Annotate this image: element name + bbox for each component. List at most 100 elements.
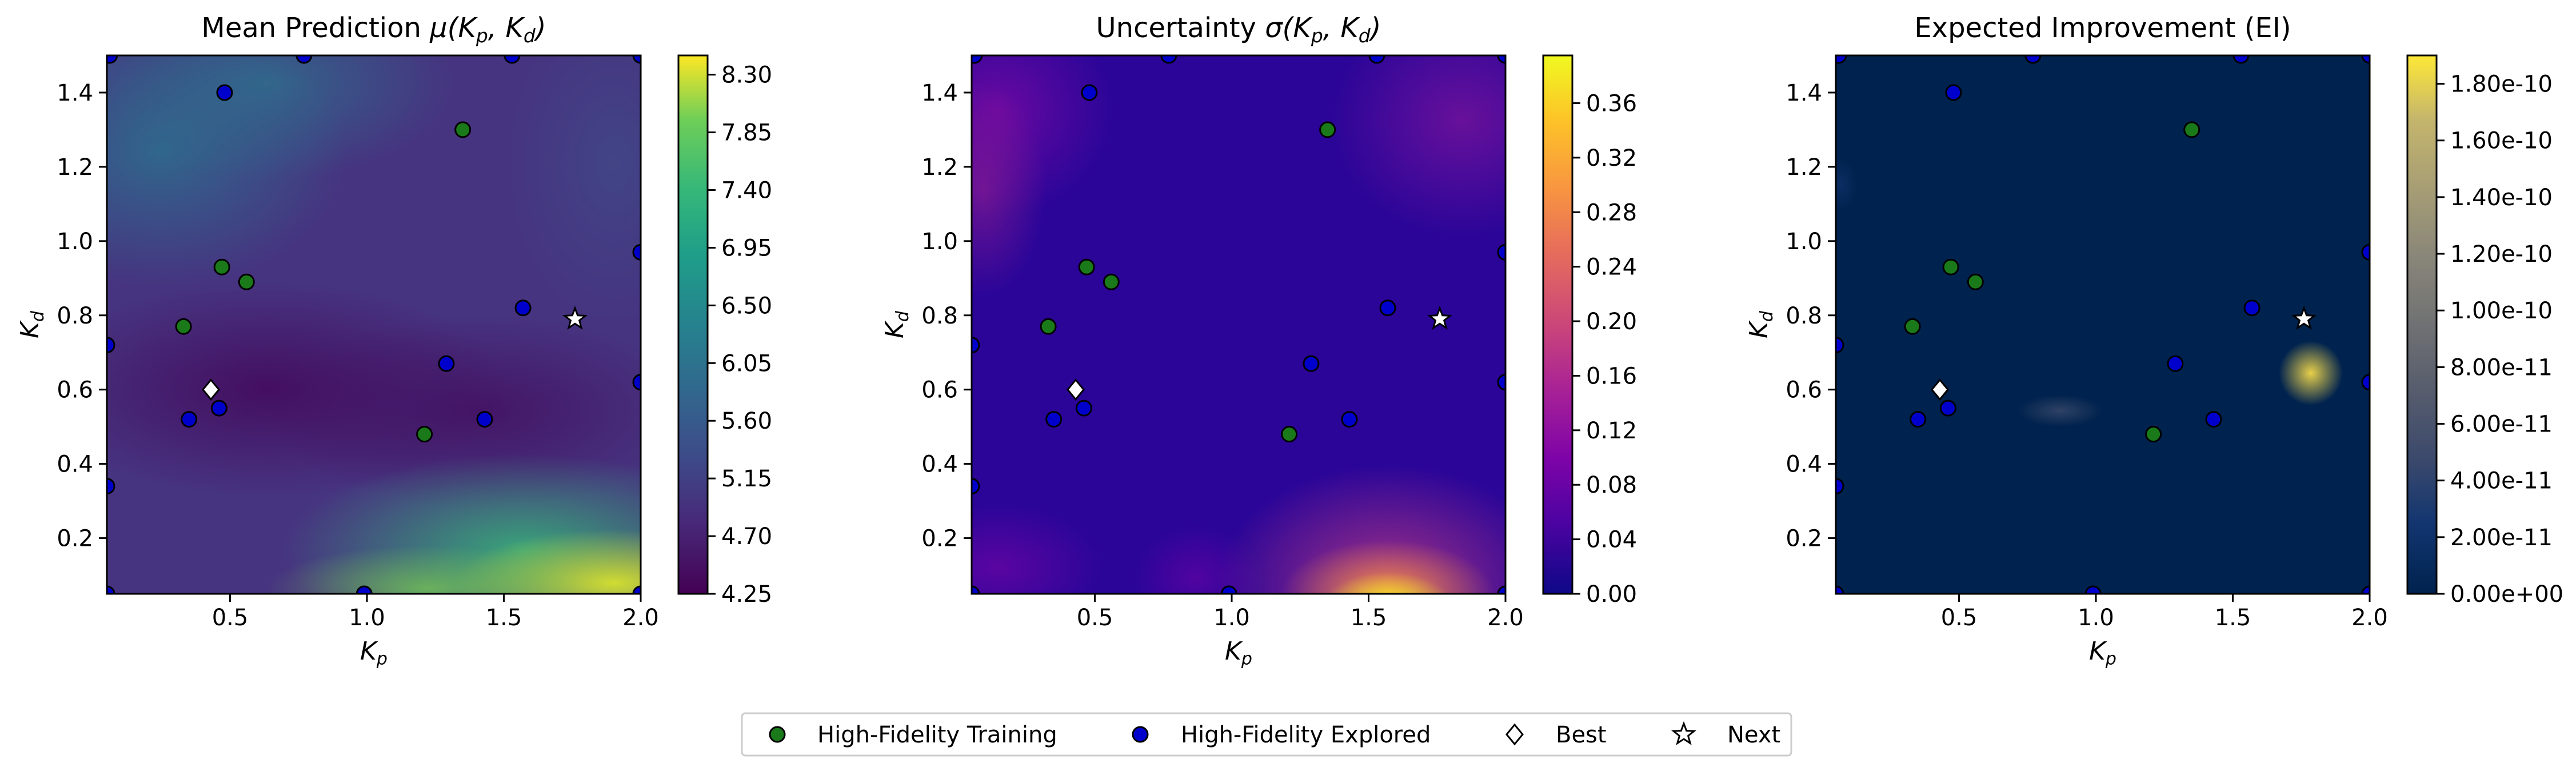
- colorbar-tick-label: 6.05: [721, 350, 772, 377]
- panel-title: Uncertainty σ(Kp, Kd): [1096, 12, 1381, 47]
- explored-point: [1836, 478, 1844, 495]
- explored-point: [1220, 585, 1237, 594]
- x-tick-label: 0.5: [1077, 605, 1113, 631]
- explored-point: [1497, 55, 1505, 64]
- best-marker: [1931, 378, 1949, 401]
- y-tick-label: 0.4: [57, 452, 93, 478]
- heatmap-field: [1836, 55, 2370, 594]
- training-point: [1040, 318, 1057, 335]
- colorbar-tick-label: 8.00e-11: [2450, 354, 2553, 381]
- colorbar-tick-label: 7.40: [721, 178, 772, 204]
- explored-point: [107, 478, 115, 495]
- panel-2: 0.5 1.0 1.5 2.0 0.2 0.4 0.6 0.8 1.0 1.2 1.4 Kp Kd Unc…: [880, 12, 1637, 669]
- explored-point: [356, 585, 373, 594]
- colorbar-tick-label: 0.12: [1586, 418, 1637, 444]
- y-tick-label: 1.2: [1786, 154, 1822, 181]
- legend-label: Next: [1727, 722, 1780, 748]
- training-point: [454, 121, 472, 138]
- x-tick-label: 1.5: [1351, 605, 1387, 631]
- y-tick-label: 1.0: [57, 229, 93, 255]
- colorbar-tick-label: 1.20e-10: [2450, 241, 2553, 267]
- explored-point: [1497, 585, 1505, 594]
- colorbar: [1542, 54, 1573, 595]
- explored-point: [295, 55, 313, 64]
- panel-title: Expected Improvement (EI): [1914, 12, 2291, 44]
- training-point: [1967, 273, 1984, 290]
- colorbar-tick-label: 0.00e+00: [2450, 581, 2563, 608]
- explored-point: [2361, 55, 2370, 64]
- x-axis-label: Kp: [360, 637, 388, 669]
- colorbar-tick-label: 4.00e-11: [2450, 468, 2553, 494]
- next-marker: [1427, 306, 1453, 330]
- explored-point: [216, 84, 233, 101]
- legend-label: High-Fidelity Explored: [1181, 722, 1431, 748]
- y-tick-label: 0.4: [921, 452, 958, 478]
- y-tick-label: 0.2: [57, 526, 93, 552]
- explored-point: [1836, 585, 1844, 594]
- explored-point: [2232, 55, 2250, 64]
- explored-point: [972, 337, 980, 354]
- y-tick-label: 1.4: [921, 80, 958, 106]
- y-tick-label: 0.2: [921, 526, 958, 552]
- explored-point: [2361, 585, 2370, 594]
- training-point: [1942, 258, 1959, 275]
- colorbar-tick-label: 6.00e-11: [2450, 412, 2553, 438]
- colorbar-tick-label: 0.16: [1586, 363, 1637, 389]
- colorbar-tick-label: 1.40e-10: [2450, 185, 2553, 211]
- explored-point: [1379, 299, 1396, 317]
- explored-point: [2361, 243, 2370, 261]
- y-tick-label: 0.2: [1786, 526, 1822, 552]
- y-tick-label: 0.8: [57, 303, 93, 329]
- legend-box: [741, 712, 1792, 757]
- colorbar-tick-label: 4.70: [721, 524, 772, 550]
- heatmap-field: [972, 55, 1505, 594]
- explored-point: [972, 55, 983, 64]
- colorbar-tick-label: 1.00e-10: [2450, 298, 2553, 324]
- colorbar-tick-label: 7.85: [721, 120, 772, 146]
- colorbar-tick-label: 6.50: [721, 293, 772, 319]
- explored-point: [632, 55, 641, 64]
- x-tick-label: 2.0: [1487, 605, 1524, 631]
- best-marker: [202, 378, 220, 401]
- explored-point: [1341, 411, 1358, 428]
- legend: High-Fidelity Training High-Fidelity Expl…: [741, 712, 1792, 757]
- y-tick-label: 1.0: [1786, 229, 1822, 255]
- panel-1: 0.5 1.0 1.5 2.0 0.2 0.4 0.6 0.8 1.0 1.2 1.4 Kp Kd Mea…: [15, 12, 772, 669]
- training-point: [1103, 273, 1120, 290]
- y-tick-label: 1.2: [57, 154, 93, 181]
- best-marker: [1067, 378, 1085, 401]
- explored-point: [1836, 337, 1844, 354]
- explored-point: [1497, 243, 1505, 261]
- colorbar-tick-label: 1.80e-10: [2450, 71, 2553, 98]
- y-axis-label: Kd: [15, 310, 48, 338]
- explored-point: [632, 374, 641, 391]
- explored-point: [2205, 411, 2222, 428]
- y-tick-label: 0.8: [1786, 303, 1822, 329]
- legend-marker: [1505, 723, 1524, 746]
- explored-point: [1836, 55, 1847, 64]
- explored-point: [1497, 374, 1505, 391]
- colorbar: [2406, 54, 2438, 595]
- training-point: [175, 318, 192, 335]
- y-tick-label: 1.2: [921, 154, 958, 181]
- explored-point: [438, 355, 455, 372]
- training-point: [1319, 121, 1336, 138]
- colorbar-tick-label: 4.25: [721, 581, 772, 608]
- explored-point: [1081, 84, 1098, 101]
- training-point: [2145, 426, 2162, 443]
- plot-frame: [106, 54, 642, 595]
- explored-point: [107, 55, 118, 64]
- y-tick-label: 1.4: [1786, 80, 1822, 106]
- explored-point: [1945, 84, 1962, 101]
- legend-marker: [769, 726, 786, 743]
- x-tick-label: 1.5: [2215, 605, 2251, 631]
- legend-label: High-Fidelity Training: [817, 722, 1057, 748]
- explored-point: [1075, 400, 1092, 417]
- x-tick-label: 1.0: [349, 605, 385, 631]
- explored-point: [2243, 299, 2261, 317]
- colorbar-tick-label: 0.36: [1586, 90, 1637, 117]
- y-tick-label: 0.6: [921, 377, 958, 404]
- y-tick-label: 0.4: [1786, 452, 1822, 478]
- training-point: [1904, 318, 1921, 335]
